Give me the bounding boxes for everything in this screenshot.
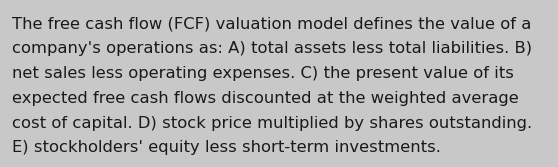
Text: E) stockholders' equity less short-term investments.: E) stockholders' equity less short-term …	[12, 140, 441, 155]
Text: net sales less operating expenses. C) the present value of its: net sales less operating expenses. C) th…	[12, 66, 514, 81]
Text: expected free cash flows discounted at the weighted average: expected free cash flows discounted at t…	[12, 91, 519, 106]
Text: The free cash flow (FCF) valuation model defines the value of a: The free cash flow (FCF) valuation model…	[12, 17, 532, 32]
Text: company's operations as: A) total assets less total liabilities. B): company's operations as: A) total assets…	[12, 41, 532, 56]
Text: cost of capital. D) stock price multiplied by shares outstanding.: cost of capital. D) stock price multipli…	[12, 116, 532, 131]
